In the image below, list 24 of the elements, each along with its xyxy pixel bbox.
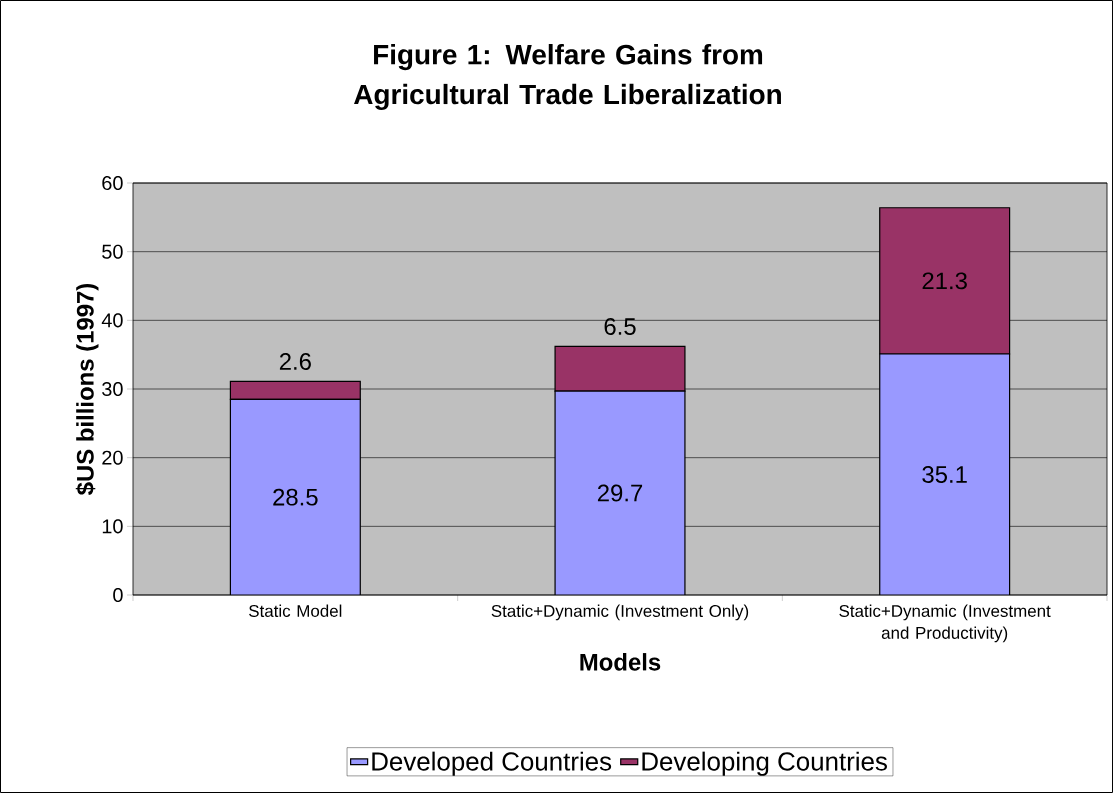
data-label: 28.5 (273, 488, 318, 506)
x-tick-label: Static Model (249, 604, 342, 617)
data-label: 21.3 (922, 272, 967, 290)
data-label: 29.7 (597, 484, 643, 502)
x-axis-title: Models (580, 653, 661, 671)
legend-label: Developed Countries (372, 751, 612, 776)
bar (554, 390, 686, 596)
y-axis-title: $US billions (1997) (75, 283, 99, 495)
x-tick-label: Static+Dynamic (Investment Only) (491, 604, 749, 621)
bar (879, 353, 1011, 596)
data-label: 35.1 (922, 466, 967, 483)
y-tick-label: 30 (102, 381, 123, 397)
data-label: 6.5 (604, 317, 636, 335)
data-label: 2.6 (279, 353, 311, 370)
chart-title: Figure 1: Welfare Gains from Agricultural Trade Liberalization (354, 44, 781, 110)
y-tick-label: 20 (102, 450, 123, 465)
y-tick-label: 60 (102, 175, 123, 191)
legend-label: Developing Countries (642, 751, 887, 776)
bar (229, 398, 361, 596)
y-tick-label: 10 (102, 519, 123, 534)
y-tick-label: 50 (102, 244, 123, 259)
y-tick-label: 0 (113, 587, 123, 603)
y-tick-label: 40 (101, 313, 123, 328)
x-tick-label: Static+Dynamic (Investment and Productivity) (839, 604, 1051, 643)
